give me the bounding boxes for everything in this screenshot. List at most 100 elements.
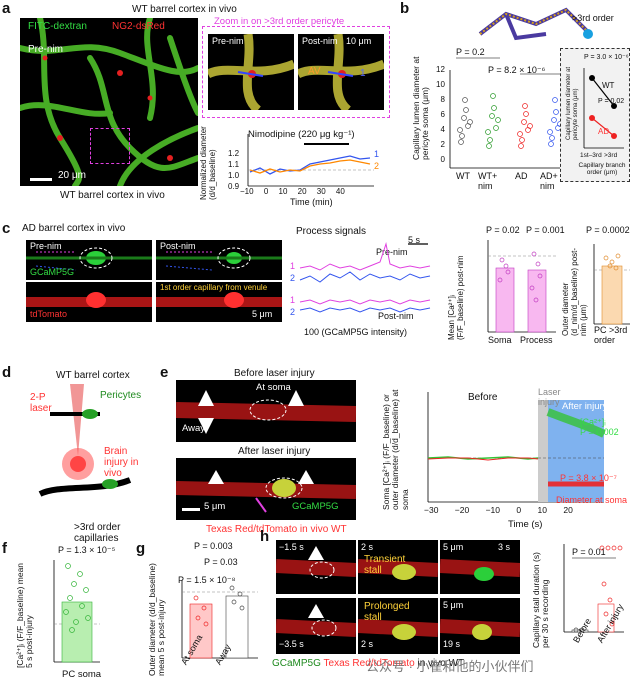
panel-a-ylabel: Normalized diameter (d/d_baseline) <box>199 126 217 200</box>
panel-e-before-image: At soma Away <box>176 380 356 442</box>
panel-g-p1: P = 0.003 <box>194 541 233 551</box>
ng2-label: NG2-dsRed <box>112 21 165 32</box>
panel-b-group-adnim: AD+ nim <box>540 171 558 191</box>
panel-b-ylabel: Capillary lumen diameter at pericyte som… <box>411 56 431 160</box>
process-traces <box>299 242 431 313</box>
panel-c-title: AD barrel cortex in vivo <box>22 223 126 234</box>
panel-b-group-wtnim: WT+ nim <box>478 171 498 191</box>
panel-e-diam-label: Diameter at soma <box>556 495 628 505</box>
h-time-6: 19 s <box>443 639 461 649</box>
panel-a-yticks: 1.2 1.1 1.0 0.9 <box>228 149 240 191</box>
panel-b-inset-chart <box>583 68 624 149</box>
panel-a-label: a <box>2 0 11 17</box>
panel-d-capillaries: >3rd order capillaries <box>74 522 121 544</box>
h-prolonged: Prolonged stall <box>364 601 410 623</box>
panel-e-before: Before laser injury <box>234 368 315 379</box>
time-scale-label: 5 s <box>408 235 421 245</box>
fitc-label: FITC-dextran <box>28 21 87 32</box>
panel-f-p: P = 1.3 × 10⁻⁵ <box>58 545 116 555</box>
process-signals-title: Process signals <box>296 226 367 237</box>
panel-d-injury: Brain injury in vivo <box>104 446 139 479</box>
panel-b-group-wt: WT <box>456 171 470 181</box>
panel-h-img-3: 5 μm 3 s <box>440 540 520 594</box>
panel-c-bar-group-process: Process <box>520 335 553 345</box>
c-tdtomato-label: tdTomato <box>30 309 68 319</box>
panel-e-caption: Texas Red/tdTomato in vivo WT <box>206 524 347 535</box>
watermark: 公众号 · 小崔和他的小伙伴们 <box>366 659 534 674</box>
inset-xtick-2: >3rd <box>604 152 618 159</box>
panel-c-bar-chart <box>487 240 556 333</box>
panel-b-chart <box>449 57 572 169</box>
c-venule-label: 1st order capillary from venule <box>160 283 268 292</box>
panel-h-img-5: Prolonged stall 2 s <box>358 598 438 654</box>
panel-e-chart <box>427 392 606 503</box>
pre-nim-label: Pre-nim <box>28 44 64 55</box>
panel-d-pericytes: Pericytes <box>100 390 142 401</box>
panel-c-od-ylabel: Outer diameter (d_nim/d_baseline) post-n… <box>561 247 588 336</box>
h-caption-rest: in vivo WT <box>417 658 465 669</box>
panel-e-laser-label: Laser injury <box>538 387 561 407</box>
panel-d-laser: 2-P laser <box>30 392 52 414</box>
trace-num-1b: 1 <box>290 295 296 305</box>
h-time-2: 2 s <box>361 542 374 552</box>
inset-p2: P = 0.02 <box>598 98 625 105</box>
intensity-scale-label: 100 (GCaMP5G intensity) <box>304 327 408 337</box>
panel-c-bar-group-soma: Soma <box>488 335 512 345</box>
panel-b-p1: P = 0.2 <box>456 47 485 57</box>
panel-f-group: PC soma <box>62 669 102 680</box>
panel-h-ylabel: Capillary stall duration (s) per 30 s re… <box>531 552 551 648</box>
panel-f-chart <box>53 560 100 663</box>
panel-h-img-4: −3.5 s <box>276 598 356 654</box>
panel-e-xticks: −30 −20 −10 0 10 20 <box>424 505 573 515</box>
trace-num-2a: 2 <box>290 273 296 283</box>
panel-b-p2: P = 8.2 × 10⁻⁶ <box>488 65 546 75</box>
panel-c-post-red: 1st order capillary from venule 5 μm <box>156 282 282 322</box>
panel-c-od-p: P = 0.0002 <box>586 225 630 235</box>
panel-a-drug-label: Nimodipine (220 μg kg⁻¹) <box>248 129 355 140</box>
h-time-5: 2 s <box>361 639 374 649</box>
panel-d-title: WT barrel cortex <box>56 370 130 381</box>
panel-e-ca-label: [Ca²⁺]ᵢ <box>580 417 606 427</box>
h-time-4: −3.5 s <box>279 639 304 649</box>
panel-e-after-label: After injury <box>562 401 608 412</box>
panel-e-p-diam: P = 3.8 × 10⁻⁷ <box>560 473 617 483</box>
pre-trace-label: Pre-nim <box>376 247 408 257</box>
panel-e-label: e <box>160 364 169 381</box>
h-caption-green: GCaMP5G <box>272 658 321 669</box>
h-scale-2: 5 μm <box>443 600 464 610</box>
capillary-tree-diagram <box>478 7 593 41</box>
panel-c-pre-red: tdTomato <box>26 282 152 322</box>
inset-ad: AD <box>598 127 610 136</box>
av-label: AV <box>308 66 321 77</box>
panel-g-p2: P = 0.03 <box>204 557 238 567</box>
inset-wt: WT <box>602 81 615 90</box>
panel-c-pre-green: Pre-nim GCaMP5G <box>26 240 152 280</box>
panel-h-p: P = 0.01 <box>572 547 606 557</box>
panel-c-post-green: Post-nim <box>156 240 282 280</box>
inset-xlabel: Capillary branch order (μm) <box>578 162 626 177</box>
h-time-3: 3 s <box>498 542 511 552</box>
c-gcamp-label: GCaMP5G <box>30 267 75 277</box>
at-soma-label-1: At soma <box>256 382 291 393</box>
panel-h-label: h <box>260 528 270 545</box>
panel-b-inset <box>560 48 630 182</box>
panel-d-diagram <box>38 384 132 497</box>
panel-a-title: WT barrel cortex in vivo <box>132 4 237 15</box>
panel-c-bar-ylabel: Mean [Ca²⁺]ᵢ (F/F_baseline) post-nim <box>447 255 465 340</box>
panel-c-bar-p1: P = 0.02 <box>486 225 520 235</box>
h-caption-red: Texas Red/tdTomato <box>323 658 415 669</box>
panel-e-xlabel: Time (s) <box>508 519 543 530</box>
away-label: Away <box>182 423 206 434</box>
h-time-1: −1.5 s <box>279 542 304 552</box>
panel-e-after-image: 5 μm GCaMP5G <box>176 458 356 520</box>
panel-b-group-ad: AD <box>515 171 528 181</box>
panel-b-label: b <box>400 0 410 17</box>
trace-num-2b: 2 <box>290 307 296 317</box>
panel-c-bar-p2: P = 0.001 <box>526 225 565 235</box>
panel-g-label: g <box>136 540 146 557</box>
trace-num-1a: 1 <box>290 261 296 271</box>
panel-a-overview-image: FITC-dextran NG2-dsRed Pre-nim 20 μm <box>20 18 198 186</box>
inset-ylabel: Capillary lumen diameter at pericyte som… <box>566 66 579 140</box>
zoom-pre-image: Pre-nim <box>208 34 294 110</box>
panel-h-img-1: −1.5 s <box>276 540 356 594</box>
